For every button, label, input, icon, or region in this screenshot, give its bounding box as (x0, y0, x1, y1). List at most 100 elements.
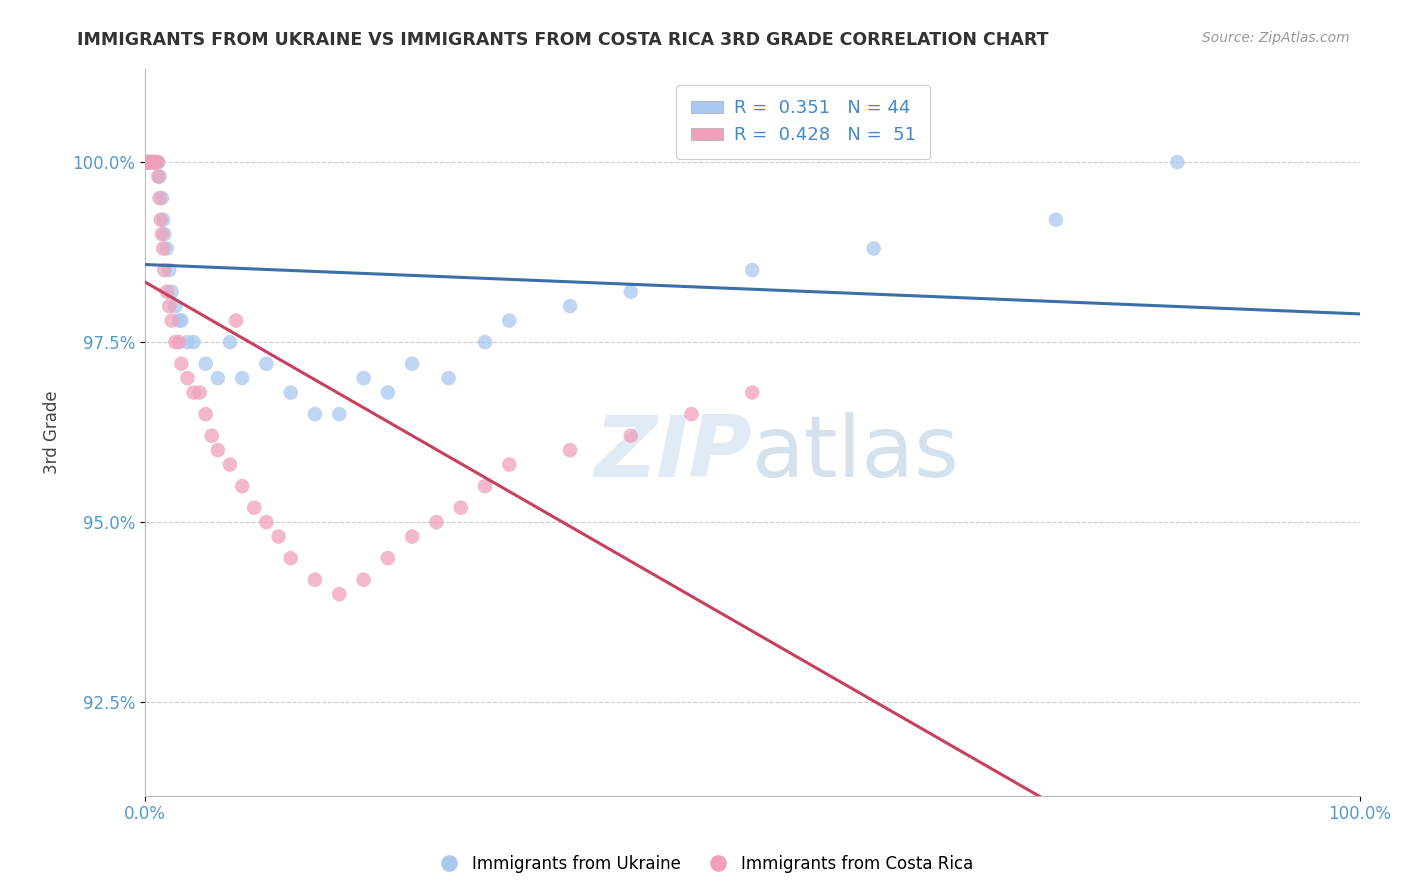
Point (377, 385, 399, 400)
Point (474, 479, 496, 493)
Point (201, 428, 224, 442)
Point (231, 371, 253, 385)
Point (157, 263, 180, 277)
Point (353, 371, 375, 385)
Point (194, 357, 217, 371)
Point (145, 155, 167, 169)
Point (148, 169, 170, 184)
Point (148, 169, 170, 184)
Point (146, 155, 169, 169)
Text: ZIP: ZIP (595, 412, 752, 495)
Point (167, 335, 190, 350)
Point (150, 191, 173, 205)
Point (353, 573, 375, 587)
Point (165, 299, 187, 313)
Point (156, 242, 179, 256)
Point (160, 313, 183, 327)
Point (558, 299, 581, 313)
Point (165, 335, 187, 350)
Point (280, 385, 302, 400)
Point (148, 155, 170, 169)
Point (135, 155, 157, 169)
Point (138, 155, 160, 169)
Point (862, 242, 884, 256)
Point (219, 458, 242, 472)
Point (425, 515, 447, 529)
Point (170, 313, 193, 327)
Point (136, 155, 159, 169)
Point (207, 371, 229, 385)
Point (681, 407, 703, 421)
Point (219, 335, 242, 350)
Point (142, 155, 165, 169)
Point (138, 155, 160, 169)
Text: Source: ZipAtlas.com: Source: ZipAtlas.com (1202, 31, 1350, 45)
Point (328, 407, 350, 421)
Point (141, 155, 163, 169)
Point (152, 242, 174, 256)
Point (741, 385, 763, 400)
Point (474, 335, 496, 350)
Point (377, 551, 399, 566)
Point (150, 227, 173, 241)
Point (498, 458, 520, 472)
Point (153, 227, 176, 241)
Point (437, 371, 460, 385)
Point (148, 191, 170, 205)
Point (558, 443, 581, 458)
Point (135, 155, 157, 169)
Point (160, 285, 183, 299)
Point (328, 587, 350, 601)
Point (138, 155, 160, 169)
Point (207, 443, 229, 458)
Point (254, 515, 277, 529)
Text: atlas: atlas (752, 412, 960, 495)
Point (620, 428, 643, 442)
Point (145, 155, 167, 169)
Point (146, 155, 169, 169)
Point (139, 155, 162, 169)
Point (304, 573, 326, 587)
Text: IMMIGRANTS FROM UKRAINE VS IMMIGRANTS FROM COSTA RICA 3RD GRADE CORRELATION CHAR: IMMIGRANTS FROM UKRAINE VS IMMIGRANTS FR… (77, 31, 1049, 49)
Point (176, 371, 198, 385)
Point (136, 155, 159, 169)
Point (149, 212, 172, 227)
Point (304, 407, 326, 421)
Point (280, 551, 302, 566)
Point (183, 385, 205, 400)
Y-axis label: 3rd Grade: 3rd Grade (44, 391, 60, 474)
Point (136, 155, 159, 169)
Point (143, 155, 166, 169)
Point (142, 155, 165, 169)
Point (139, 155, 162, 169)
Point (401, 530, 423, 544)
Point (450, 500, 472, 515)
Point (254, 357, 277, 371)
Point (167, 313, 190, 327)
Point (231, 479, 253, 493)
Point (401, 357, 423, 371)
Point (141, 155, 163, 169)
Point (225, 313, 247, 327)
Point (741, 263, 763, 277)
Point (176, 335, 198, 350)
Point (1045, 212, 1067, 227)
Point (152, 212, 174, 227)
Point (194, 407, 217, 421)
Legend: R =  0.351   N = 44, R =  0.428   N =  51: R = 0.351 N = 44, R = 0.428 N = 51 (676, 85, 931, 159)
Point (188, 385, 211, 400)
Point (135, 155, 157, 169)
Point (183, 335, 205, 350)
Point (143, 155, 166, 169)
Legend: Immigrants from Ukraine, Immigrants from Costa Rica: Immigrants from Ukraine, Immigrants from… (426, 848, 980, 880)
Point (136, 155, 159, 169)
Point (620, 285, 643, 299)
Point (170, 357, 193, 371)
Point (156, 285, 179, 299)
Point (243, 500, 266, 515)
Point (267, 530, 290, 544)
Point (153, 263, 176, 277)
Point (139, 155, 162, 169)
Point (157, 299, 180, 313)
Point (498, 313, 520, 327)
